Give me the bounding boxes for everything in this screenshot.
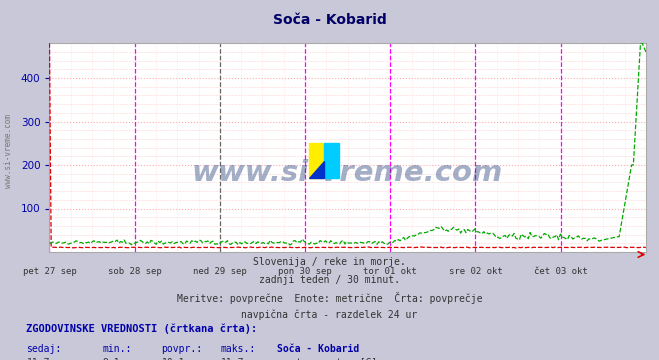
Polygon shape bbox=[309, 161, 324, 178]
Text: tor 01 okt: tor 01 okt bbox=[363, 267, 417, 276]
Text: čet 03 okt: čet 03 okt bbox=[534, 267, 587, 276]
Text: www.si-vreme.com: www.si-vreme.com bbox=[4, 114, 13, 188]
Text: ■: ■ bbox=[277, 358, 293, 360]
Text: navpična črta - razdelek 24 ur: navpična črta - razdelek 24 ur bbox=[241, 309, 418, 320]
Text: sre 02 okt: sre 02 okt bbox=[449, 267, 502, 276]
Text: sedaj:: sedaj: bbox=[26, 344, 61, 354]
Text: 9,1: 9,1 bbox=[102, 358, 120, 360]
Bar bbox=[309, 143, 324, 178]
Text: pet 27 sep: pet 27 sep bbox=[22, 267, 76, 276]
Text: sob 28 sep: sob 28 sep bbox=[108, 267, 161, 276]
Text: temperatura[C]: temperatura[C] bbox=[295, 358, 378, 360]
Text: Soča - Kobarid: Soča - Kobarid bbox=[273, 13, 386, 27]
Text: 10,1: 10,1 bbox=[161, 358, 185, 360]
Text: 11,7: 11,7 bbox=[221, 358, 244, 360]
Bar bbox=[324, 143, 339, 178]
Text: Slovenija / reke in morje.: Slovenija / reke in morje. bbox=[253, 257, 406, 267]
Text: povpr.:: povpr.: bbox=[161, 344, 202, 354]
Text: 11,7: 11,7 bbox=[26, 358, 50, 360]
Text: ZGODOVINSKE VREDNOSTI (črtkana črta):: ZGODOVINSKE VREDNOSTI (črtkana črta): bbox=[26, 324, 258, 334]
Text: zadnji teden / 30 minut.: zadnji teden / 30 minut. bbox=[259, 275, 400, 285]
Text: maks.:: maks.: bbox=[221, 344, 256, 354]
Text: Soča - Kobarid: Soča - Kobarid bbox=[277, 344, 359, 354]
Text: min.:: min.: bbox=[102, 344, 132, 354]
Text: ned 29 sep: ned 29 sep bbox=[193, 267, 246, 276]
Text: www.si-vreme.com: www.si-vreme.com bbox=[192, 159, 503, 186]
Text: pon 30 sep: pon 30 sep bbox=[278, 267, 332, 276]
Text: Meritve: povprečne  Enote: metrične  Črta: povprečje: Meritve: povprečne Enote: metrične Črta:… bbox=[177, 292, 482, 304]
